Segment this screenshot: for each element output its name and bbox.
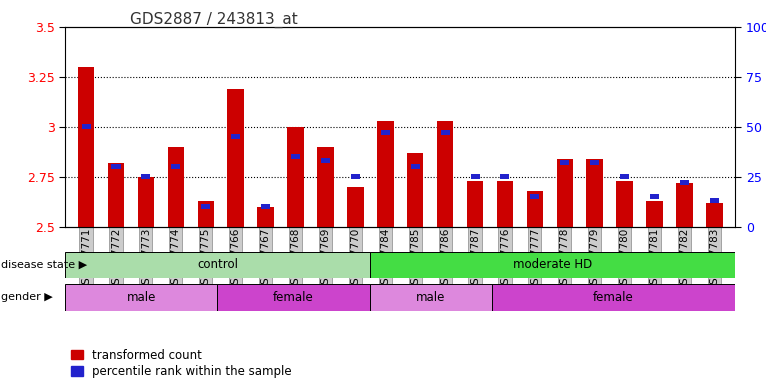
Bar <box>81 124 90 129</box>
Text: gender ▶: gender ▶ <box>1 292 53 302</box>
Bar <box>492 284 735 311</box>
Bar <box>111 164 120 169</box>
Bar <box>557 159 573 227</box>
Bar <box>466 180 483 227</box>
Bar <box>168 147 184 227</box>
Text: male: male <box>416 291 445 304</box>
Text: female: female <box>593 291 634 304</box>
Bar <box>287 127 304 227</box>
Bar <box>78 67 94 227</box>
Bar <box>647 200 663 227</box>
Bar <box>496 180 513 227</box>
Text: GDS2887 / 243813_at: GDS2887 / 243813_at <box>130 12 298 28</box>
Bar <box>381 130 390 135</box>
Bar <box>261 204 270 209</box>
Bar <box>680 180 689 185</box>
Bar <box>411 164 420 169</box>
Bar <box>500 174 509 179</box>
Bar <box>650 194 659 199</box>
Bar <box>560 160 569 165</box>
Bar <box>351 174 360 179</box>
Bar <box>407 153 424 227</box>
Bar <box>228 89 244 227</box>
Bar <box>530 194 539 199</box>
Bar <box>347 187 364 227</box>
Bar <box>317 147 334 227</box>
Text: male: male <box>126 291 156 304</box>
Text: control: control <box>197 258 238 271</box>
Bar <box>440 130 450 135</box>
Bar <box>321 158 330 163</box>
Bar <box>706 203 722 227</box>
Bar <box>676 183 692 227</box>
Bar <box>231 134 241 139</box>
Bar <box>437 121 453 227</box>
Bar <box>620 174 629 179</box>
Bar <box>587 159 603 227</box>
Text: disease state ▶: disease state ▶ <box>1 259 87 269</box>
Bar <box>527 190 543 227</box>
Bar <box>218 284 370 311</box>
Bar <box>370 252 735 278</box>
Bar <box>257 207 273 227</box>
Bar <box>617 180 633 227</box>
Bar <box>172 164 180 169</box>
Bar <box>65 252 370 278</box>
Bar <box>142 174 150 179</box>
Bar <box>138 177 154 227</box>
Bar <box>108 163 124 227</box>
Bar <box>377 121 394 227</box>
Bar <box>65 284 218 311</box>
Legend: transformed count, percentile rank within the sample: transformed count, percentile rank withi… <box>71 349 292 378</box>
Text: female: female <box>273 291 314 304</box>
Bar <box>201 204 211 209</box>
Bar <box>590 160 599 165</box>
Bar <box>291 154 300 159</box>
Text: moderate HD: moderate HD <box>513 258 592 271</box>
Bar <box>198 200 214 227</box>
Bar <box>370 284 492 311</box>
Bar <box>710 198 719 203</box>
Bar <box>470 174 480 179</box>
